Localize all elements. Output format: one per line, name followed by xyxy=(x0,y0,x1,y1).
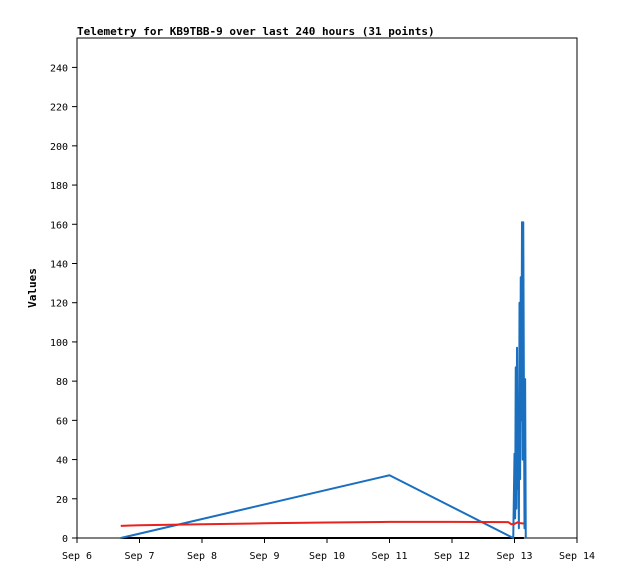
y-tick-label: 200 xyxy=(50,142,68,153)
x-tick-label: Sep 6 xyxy=(62,551,92,562)
y-axis: 0 20 40 60 80 100 120 140 160 180 200 220 240 xyxy=(50,63,77,545)
x-tick-label: Sep 7 xyxy=(124,551,154,562)
series-layer xyxy=(120,221,527,539)
y-tick-label: 20 xyxy=(56,495,68,506)
x-tick-label: Sep 8 xyxy=(187,551,217,562)
series-line-2 xyxy=(120,221,527,539)
x-tick-label: Sep 10 xyxy=(309,551,345,562)
chart-title: Telemetry for KB9TBB-9 over last 240 hou… xyxy=(77,25,435,38)
y-tick-label: 0 xyxy=(62,534,68,545)
y-tick-label: 180 xyxy=(50,181,68,192)
y-tick-label: 140 xyxy=(50,259,68,270)
y-tick-label: 40 xyxy=(56,456,68,467)
y-tick-label: 80 xyxy=(56,377,68,388)
y-tick-label: 240 xyxy=(50,63,68,74)
plot-frame xyxy=(76,37,578,539)
y-tick-label: 160 xyxy=(50,220,68,231)
y-tick-label: 120 xyxy=(50,299,68,310)
y-tick-label: 100 xyxy=(50,338,68,349)
y-tick-label: 220 xyxy=(50,103,68,114)
x-axis: Sep 6 Sep 7 Sep 8 Sep 9 Sep 10 Sep 11 Sep 12 Se… xyxy=(62,538,595,562)
x-tick-label: Sep 14 xyxy=(559,551,595,562)
y-tick-label: 60 xyxy=(56,416,68,427)
x-tick-label: Sep 13 xyxy=(496,551,532,562)
y-axis-label: Values xyxy=(26,268,39,308)
x-tick-label: Sep 12 xyxy=(434,551,470,562)
series-line-3 xyxy=(120,520,524,527)
x-tick-label: Sep 9 xyxy=(249,551,279,562)
x-tick-label: Sep 11 xyxy=(371,551,407,562)
